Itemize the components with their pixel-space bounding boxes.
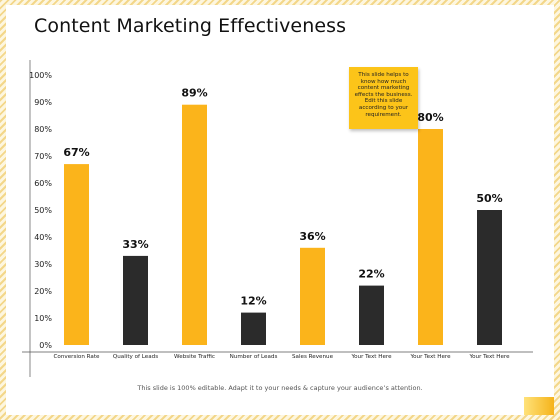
sticky-note: This slide helps to know how much conten… — [349, 67, 418, 129]
y-tick-label: 40% — [34, 233, 52, 242]
x-tick-label: Quality of Leads — [113, 354, 158, 360]
bar-chart: 0% 10% 20% 30% 40% 50% 60% 70% 80% 90% 100% 67% Con… — [22, 60, 533, 377]
y-tick-label: 60% — [34, 179, 52, 188]
bar — [418, 129, 443, 345]
x-tick-label: Conversion Rate — [54, 354, 101, 360]
y-tick-label: 80% — [34, 125, 52, 134]
y-tick-label: 10% — [34, 314, 52, 323]
x-tick-label: Sales Revenue — [292, 354, 334, 360]
y-tick-label: 100% — [29, 71, 52, 80]
data-label: 12% — [240, 295, 266, 308]
x-tick-label: Your Text Here — [468, 354, 510, 360]
bar — [359, 285, 384, 345]
chart-axes: 0% 10% 20% 30% 40% 50% 60% 70% 80% 90% 100% — [22, 60, 533, 377]
bar — [123, 255, 148, 345]
bar — [241, 312, 266, 345]
corner-accent — [524, 397, 554, 415]
bar — [64, 164, 89, 345]
y-tick-label: 30% — [34, 260, 52, 269]
chart-labels: 67% Conversion Rate 33% Quality of Leads 89%… — [54, 87, 511, 360]
x-tick-label: Your Text Here — [409, 354, 451, 360]
data-label: 80% — [417, 111, 443, 124]
bar — [477, 210, 502, 345]
bar — [182, 104, 207, 345]
data-label: 36% — [299, 230, 325, 243]
data-label: 22% — [358, 268, 384, 281]
data-label: 89% — [181, 87, 207, 100]
data-label: 33% — [122, 238, 148, 251]
slide: Content Marketing Effectiveness 0% 10% 20%… — [6, 5, 554, 415]
footer-text: This slide is 100% editable. Adapt it to… — [137, 384, 423, 392]
chart-bars — [64, 104, 502, 345]
x-tick-label: Website Traffic — [174, 354, 215, 360]
page-title: Content Marketing Effectiveness — [34, 15, 347, 37]
y-tick-label: 20% — [34, 287, 52, 296]
y-tick-label: 0% — [39, 341, 52, 350]
x-tick-label: Your Text Here — [350, 354, 392, 360]
data-label: 67% — [63, 146, 89, 159]
y-tick-label: 50% — [34, 206, 52, 215]
y-tick-label: 70% — [34, 152, 52, 161]
data-label: 50% — [476, 192, 502, 205]
bar — [300, 247, 325, 345]
y-tick-label: 90% — [34, 98, 52, 107]
x-tick-label: Number of Leads — [230, 354, 278, 360]
